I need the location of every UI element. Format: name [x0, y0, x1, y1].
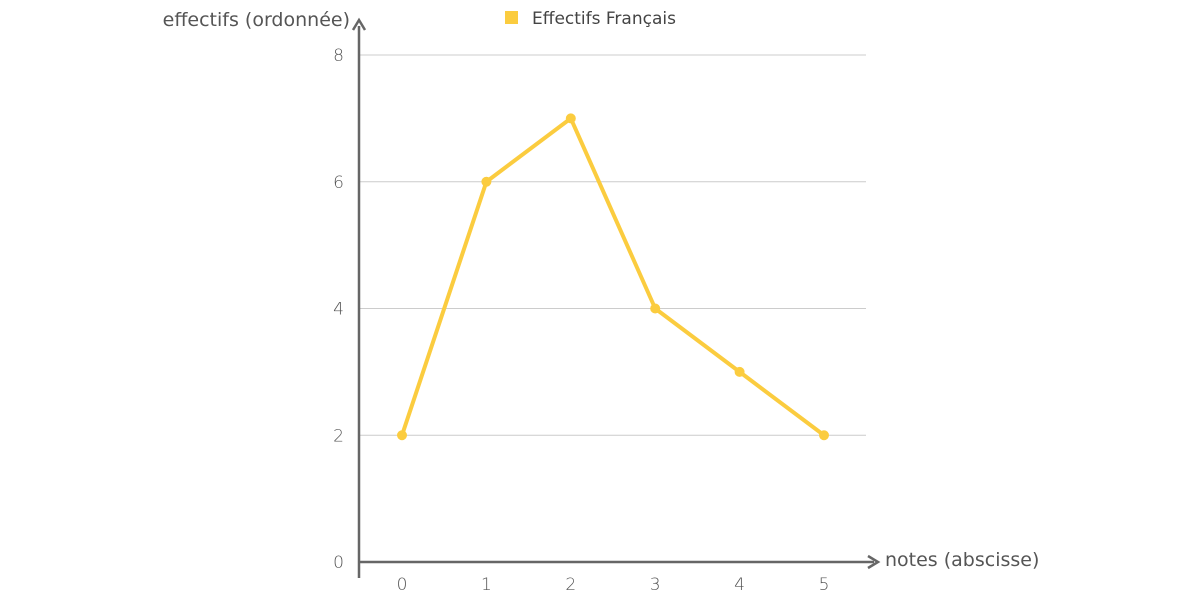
y-tick-label: 6: [333, 173, 344, 193]
legend: Effectifs Français: [505, 9, 676, 29]
y-tick-label: 4: [333, 300, 344, 320]
y-tick-labels: 0 2 4 6 8: [333, 46, 344, 573]
x-tick-label: 5: [819, 575, 830, 595]
y-axis-title: effectifs (ordonnée): [163, 9, 350, 31]
x-axis-title: notes (abscisse): [885, 549, 1039, 571]
y-tick-label: 8: [333, 46, 344, 66]
y-axis-arrow-icon: [351, 17, 367, 31]
data-point: [819, 430, 829, 441]
data-point: [565, 113, 576, 124]
legend-swatch: [505, 11, 518, 24]
legend-label: Effectifs Français: [532, 9, 676, 29]
x-tick-label: 1: [481, 575, 492, 595]
data-point: [481, 176, 492, 187]
series-line: [400, 116, 826, 438]
data-point: [650, 303, 661, 314]
y-tick-label: 0: [333, 553, 344, 573]
x-tick-label: 0: [397, 575, 408, 595]
x-axis-arrow-icon: [867, 554, 881, 570]
axes: [351, 17, 881, 578]
x-tick-labels: 0 1 2 3 4 5: [397, 575, 830, 595]
grid-lines: [359, 54, 866, 436]
x-tick-label: 3: [650, 575, 661, 595]
data-point: [734, 366, 745, 377]
series: [397, 113, 829, 441]
y-tick-label: 2: [333, 426, 344, 446]
x-tick-label: 4: [734, 575, 745, 595]
x-tick-label: 2: [565, 575, 576, 595]
data-point: [397, 430, 407, 441]
